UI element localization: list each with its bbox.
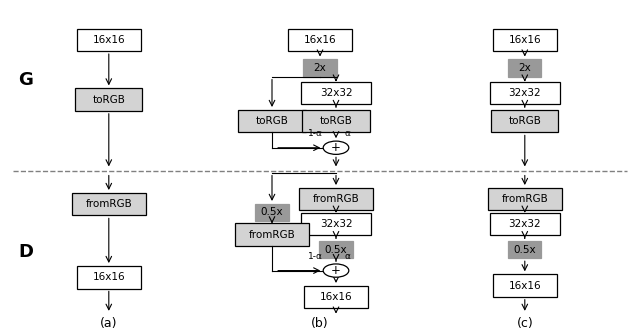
Text: fromRGB: fromRGB — [248, 230, 296, 240]
Text: 32x32: 32x32 — [509, 219, 541, 229]
Bar — [493, 274, 557, 297]
Text: 16x16: 16x16 — [93, 35, 125, 45]
Text: 16x16: 16x16 — [93, 272, 125, 282]
Text: fromRGB: fromRGB — [501, 194, 548, 204]
Text: α: α — [344, 252, 351, 261]
Bar — [508, 241, 541, 258]
Text: 16x16: 16x16 — [509, 281, 541, 290]
Text: α: α — [344, 129, 351, 138]
Bar — [301, 213, 371, 235]
Bar — [303, 59, 337, 77]
Bar — [236, 223, 308, 246]
Bar — [77, 29, 141, 51]
Text: 0.5x: 0.5x — [324, 245, 348, 255]
Bar — [492, 110, 558, 132]
Bar — [304, 286, 368, 308]
Text: (c): (c) — [516, 317, 533, 330]
Text: 16x16: 16x16 — [509, 35, 541, 45]
Text: fromRGB: fromRGB — [312, 194, 360, 204]
Bar — [72, 193, 146, 215]
Text: 1-α: 1-α — [308, 252, 323, 261]
Bar — [77, 266, 141, 289]
Text: 1-α: 1-α — [308, 129, 323, 138]
Bar — [239, 110, 306, 132]
Text: D: D — [18, 243, 33, 261]
Bar — [76, 88, 143, 111]
Circle shape — [323, 141, 349, 154]
Text: G: G — [18, 71, 33, 89]
Bar — [488, 188, 562, 210]
Bar — [493, 29, 557, 51]
Text: 32x32: 32x32 — [320, 219, 352, 229]
Bar — [300, 188, 373, 210]
Text: +: + — [331, 141, 341, 154]
Text: toRGB: toRGB — [255, 116, 289, 126]
Bar — [508, 59, 541, 77]
Bar — [255, 204, 289, 221]
Bar — [490, 213, 560, 235]
Bar — [301, 82, 371, 104]
Bar — [319, 241, 353, 258]
Text: 16x16: 16x16 — [320, 292, 352, 302]
Bar — [288, 29, 352, 51]
Text: toRGB: toRGB — [508, 116, 541, 126]
Text: 2x: 2x — [314, 63, 326, 73]
Bar — [303, 110, 370, 132]
Circle shape — [323, 264, 349, 277]
Text: 0.5x: 0.5x — [513, 245, 536, 255]
Text: 2x: 2x — [518, 63, 531, 73]
Text: fromRGB: fromRGB — [85, 199, 132, 209]
Bar — [490, 82, 560, 104]
Text: 16x16: 16x16 — [304, 35, 336, 45]
Text: +: + — [331, 264, 341, 277]
Text: (a): (a) — [100, 317, 118, 330]
Text: 32x32: 32x32 — [509, 88, 541, 98]
Text: 0.5x: 0.5x — [260, 208, 284, 217]
Text: (b): (b) — [311, 317, 329, 330]
Text: toRGB: toRGB — [92, 95, 125, 105]
Text: toRGB: toRGB — [319, 116, 353, 126]
Text: 32x32: 32x32 — [320, 88, 352, 98]
